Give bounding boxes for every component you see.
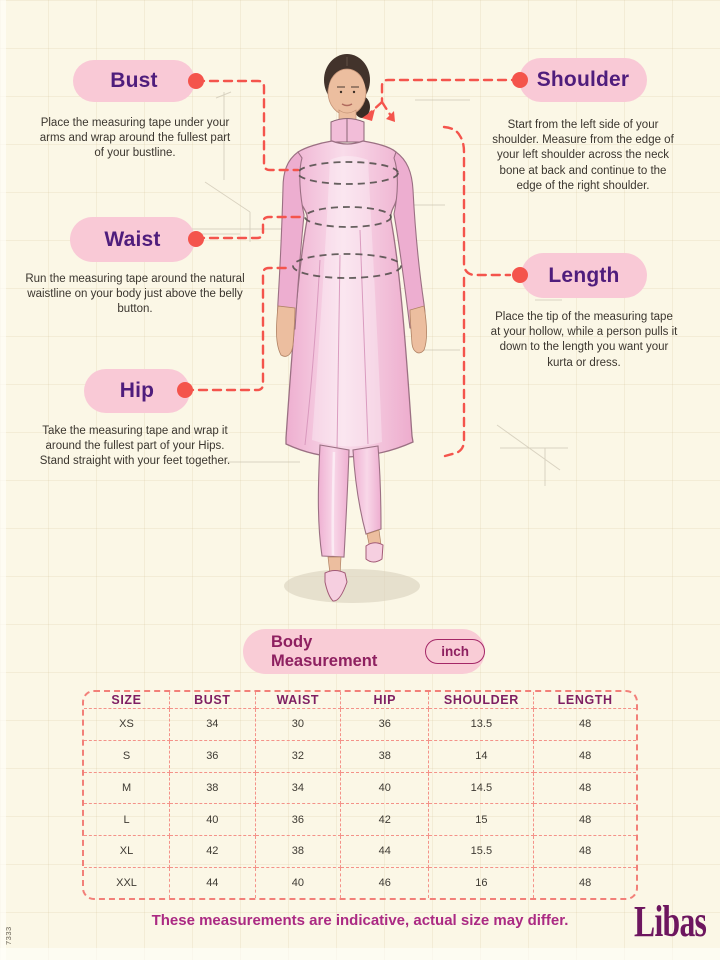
size-cell: 48 xyxy=(533,772,636,805)
length-label-pill: Length xyxy=(521,253,647,298)
length-description: Place the tip of the measuring tape at y… xyxy=(490,311,678,369)
size-cell: 14.5 xyxy=(428,772,535,805)
size-cell: 38 xyxy=(340,740,430,773)
size-table-head: SIZE BUST WAIST HIP SHOULDER LENGTH xyxy=(84,692,636,709)
size-cell: XS xyxy=(84,708,171,741)
size-cell: 42 xyxy=(169,835,256,868)
page-edge-left xyxy=(0,0,6,960)
waist-label-pill: Waist xyxy=(70,217,195,262)
waist-label: Waist xyxy=(104,227,161,251)
size-cell: 38 xyxy=(255,835,342,868)
size-cell: 40 xyxy=(340,772,430,805)
body-measurement-title: Body Measurement xyxy=(271,632,378,670)
size-cell: L xyxy=(84,803,171,836)
shoulder-label: Shoulder xyxy=(536,68,630,91)
table-row: S 36 32 38 14 48 xyxy=(84,740,636,773)
size-cell: 30 xyxy=(255,708,342,741)
page-edge-bottom xyxy=(0,948,720,960)
brand-logo: Libas xyxy=(633,897,707,946)
header-row: SIZE BUST WAIST HIP SHOULDER LENGTH xyxy=(84,692,636,709)
size-cell: 40 xyxy=(255,867,342,898)
side-code: 7333 xyxy=(4,926,13,945)
table-row: XS 34 30 36 13.5 48 xyxy=(84,708,636,741)
table-row: XXL 44 40 46 16 48 xyxy=(84,867,636,898)
size-cell: 48 xyxy=(533,740,636,773)
size-cell: 44 xyxy=(169,867,256,898)
hip-description: Take the measuring tape and wrap it arou… xyxy=(39,425,231,468)
size-cell: 40 xyxy=(169,803,256,836)
column-header: SHOULDER xyxy=(428,692,535,709)
size-cell: 15.5 xyxy=(428,835,535,868)
size-cell: 16 xyxy=(428,867,535,898)
size-cell: 34 xyxy=(255,772,342,805)
size-cell: S xyxy=(84,740,171,773)
size-cell: XXL xyxy=(84,867,171,898)
hip-label: Hip xyxy=(119,379,155,402)
waist-description: Run the measuring tape around the natura… xyxy=(25,273,245,316)
size-cell: 36 xyxy=(255,803,342,836)
floor-shadow xyxy=(284,569,420,603)
size-cell: 48 xyxy=(533,803,636,836)
size-cell: 44 xyxy=(340,835,430,868)
column-header: HIP xyxy=(340,692,430,709)
size-cell: 38 xyxy=(169,772,256,805)
unit-toggle[interactable]: inch xyxy=(425,639,485,664)
bust-label-pill: Bust xyxy=(73,60,195,102)
shoulder-label-pill: Shoulder xyxy=(519,58,647,102)
bust-label: Bust xyxy=(110,69,158,92)
size-cell: 15 xyxy=(428,803,535,836)
size-cell: 36 xyxy=(340,708,430,741)
size-cell: 48 xyxy=(533,835,636,868)
column-header: BUST xyxy=(169,692,256,709)
size-cell: 42 xyxy=(340,803,430,836)
column-header: WAIST xyxy=(255,692,342,709)
size-cell: 36 xyxy=(169,740,256,773)
size-cell: XL xyxy=(84,835,171,868)
column-header: LENGTH xyxy=(533,692,636,709)
model-figure xyxy=(276,54,428,602)
size-cell: 48 xyxy=(533,708,636,741)
bust-description: Place the measuring tape under your arms… xyxy=(39,117,231,160)
size-table-body: XS 34 30 36 13.5 48 S 36 32 38 14 48 M 38 34 40 14.5 48 L 4… xyxy=(84,708,636,898)
table-row: XL 42 38 44 15.5 48 xyxy=(84,835,636,868)
size-table-container: SIZE BUST WAIST HIP SHOULDER LENGTH XS 34 30 36 1… xyxy=(82,690,638,900)
measurement-ellipses xyxy=(292,161,402,279)
hip-label-pill: Hip xyxy=(84,369,190,413)
hip-ellipse xyxy=(292,253,402,279)
size-cell: M xyxy=(84,772,171,805)
table-row: M 38 34 40 14.5 48 xyxy=(84,772,636,805)
bust-ellipse xyxy=(297,161,399,185)
size-table: SIZE BUST WAIST HIP SHOULDER LENGTH XS 34 30 36 1… xyxy=(84,692,636,898)
size-cell: 13.5 xyxy=(428,708,535,741)
length-label: Length xyxy=(548,263,620,287)
shoulder-description: Start from the left side of your shoulde… xyxy=(492,119,674,192)
size-cell: 46 xyxy=(340,867,430,898)
body-measurement-header: Body Measurement inch xyxy=(243,629,485,674)
size-cell: 34 xyxy=(169,708,256,741)
size-cell: 14 xyxy=(428,740,535,773)
footer-note: These measurements are indicative, actua… xyxy=(151,912,569,929)
size-cell: 32 xyxy=(255,740,342,773)
column-header: SIZE xyxy=(84,692,171,709)
size-cell: 48 xyxy=(579,876,592,889)
table-row: L 40 36 42 15 48 xyxy=(84,803,636,836)
waist-ellipse xyxy=(304,206,392,228)
